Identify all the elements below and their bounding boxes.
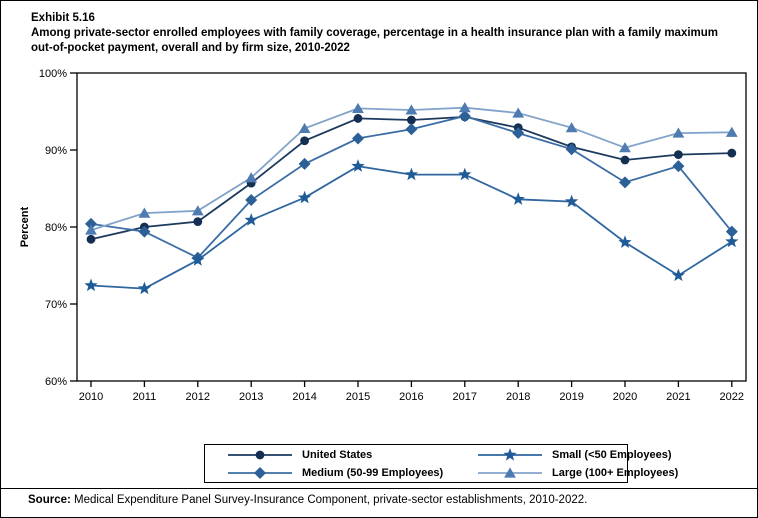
data-point-small-50-employees-2018 [511,192,525,205]
data-point-small-50-employees-2012 [191,253,205,266]
data-point-large-100-employees-2020 [619,142,631,153]
x-tick-label: 2022 [720,391,744,403]
x-tick-label: 2016 [399,391,423,403]
legend-item-label: Large (100+ Employees) [552,466,679,479]
data-point-medium-50-99-employees-2016 [405,123,418,136]
y-tick-label: 80% [45,222,67,234]
legend-item-united-states: United States [227,447,477,463]
data-point-small-50-employees-2013 [244,213,258,226]
data-point-large-100-employees-2021 [672,127,685,138]
series-line-medium-50-99-employees [90,115,733,259]
data-point-small-50-employees-2019 [564,194,579,208]
data-point-small-50-employees-2011 [137,281,152,295]
data-point-medium-50-99-employees-2020 [619,176,631,189]
y-tick-label: 60% [45,376,67,388]
legend-item-label: Small (<50 Employees) [552,448,672,461]
data-point-medium-50-99-employees-2019 [565,143,578,156]
x-tick-label: 2018 [506,391,530,403]
series-line-united-states [90,115,732,241]
data-point-medium-50-99-employees-2017 [458,110,471,123]
x-tick-label: 2020 [613,391,637,403]
data-point-large-100-employees-2011 [138,207,151,218]
data-point-small-50-employees-2022 [725,234,739,248]
legend-item-medium-50-99-employees: Medium (50-99 Employees) [227,465,477,481]
data-point-small-50-employees-2015 [351,159,365,172]
x-tick-label: 2012 [186,391,210,403]
y-tick-label: 100% [39,68,67,80]
data-point-large-100-employees-2013 [245,172,258,183]
data-point-united-states-2022 [727,148,737,158]
x-tick-label: 2015 [346,391,370,403]
circle-legend-marker-icon [228,450,292,459]
legend: United States Small (<50 Employees) Medium… [204,444,678,483]
source-label: Source: [28,494,71,506]
data-point-small-50-employees-2017 [458,167,472,181]
diamond-legend-marker-icon [228,466,292,479]
data-point-large-100-employees-2022 [725,126,738,137]
y-tick-label: 70% [45,299,67,311]
x-tick-label: 2019 [559,391,583,403]
data-point-large-100-employees-2018 [512,107,525,118]
data-point-medium-50-99-employees-2010 [85,217,97,230]
data-point-united-states-2012 [193,217,203,227]
source-note: Source: Medical Expenditure Panel Survey… [28,494,748,506]
data-point-large-100-employees-2010 [85,224,97,235]
star-legend-marker-icon [478,447,542,461]
data-point-united-states-2015 [353,114,363,123]
legend-item-small-50-employees: Small (<50 Employees) [477,447,678,463]
y-axis-title: Percent [19,206,31,247]
footer-divider [1,488,757,489]
data-point-united-states-2016 [407,115,416,125]
data-point-small-50-employees-2014 [297,190,312,204]
source-text: Medical Expenditure Panel Survey-Insuran… [70,494,588,506]
legend-item-large-100-employees: Large (100+ Employees) [477,465,678,481]
data-point-medium-50-99-employees-2018 [512,127,525,140]
chart-title: Among private-sector enrolled employees … [31,27,719,54]
data-point-large-100-employees-2019 [565,122,578,133]
series-line-small-50-employees [90,165,733,290]
data-point-united-states-2014 [300,136,309,146]
y-tick-label: 90% [45,145,67,157]
data-point-united-states-2021 [674,150,683,160]
data-point-small-50-employees-2010 [84,278,98,292]
data-point-large-100-employees-2015 [352,102,364,114]
data-point-large-100-employees-2012 [191,205,204,216]
legend-item-label: United States [302,448,373,461]
data-point-medium-50-99-employees-2021 [672,160,685,173]
title-block: Exhibit 5.16 Among private-sector enroll… [31,11,737,55]
data-point-small-50-employees-2020 [618,235,632,249]
triangle-legend-marker-icon [478,466,542,478]
legend-item-label: Medium (50-99 Employees) [302,466,444,479]
x-tick-label: 2021 [666,391,690,403]
data-point-medium-50-99-employees-2014 [298,157,311,170]
data-point-medium-50-99-employees-2015 [352,132,364,145]
data-point-small-50-employees-2016 [404,167,419,181]
data-point-united-states-2010 [86,234,96,244]
x-tick-label: 2011 [133,391,157,403]
data-point-large-100-employees-2016 [405,104,418,115]
x-tick-label: 2014 [292,391,316,403]
x-tick-label: 2013 [239,391,263,403]
data-point-medium-50-99-employees-2022 [725,225,738,238]
data-point-united-states-2020 [620,155,630,165]
data-point-large-100-employees-2014 [298,122,311,134]
x-tick-label: 2010 [79,391,103,403]
data-point-medium-50-99-employees-2013 [245,194,258,207]
x-tick-label: 2017 [453,391,477,403]
exhibit-number: Exhibit 5.16 [31,12,95,24]
data-point-medium-50-99-employees-2011 [138,225,151,238]
data-point-small-50-employees-2021 [671,268,686,282]
data-point-large-100-employees-2017 [458,102,471,113]
